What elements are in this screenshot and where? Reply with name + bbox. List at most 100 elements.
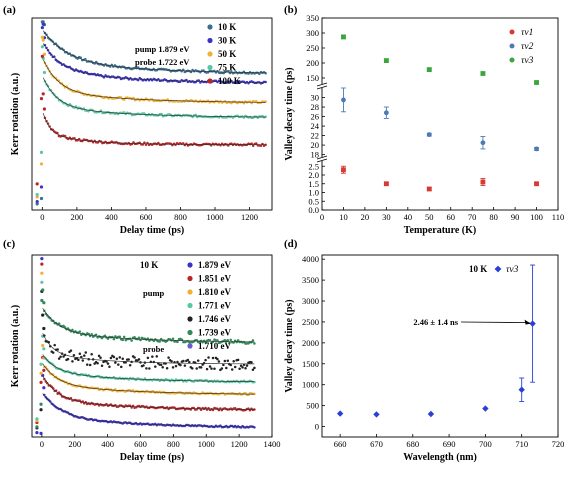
trace-point xyxy=(42,52,47,56)
trace-point xyxy=(83,354,86,357)
trace-point xyxy=(259,144,263,148)
trace-point xyxy=(39,97,44,101)
trace-point xyxy=(166,98,169,101)
trace-point xyxy=(35,199,39,204)
trace-point xyxy=(118,335,122,339)
trace-point xyxy=(194,113,197,117)
trace-point xyxy=(213,367,216,371)
legend-marker xyxy=(207,37,213,44)
chart-panel-c-plot-frame xyxy=(31,254,273,438)
trace-point xyxy=(137,358,141,361)
annotation-arrow-line xyxy=(460,321,530,324)
y-tick-label: 0.5 xyxy=(308,196,319,206)
trace-point xyxy=(136,78,140,82)
chart-panel-a-plot-frame xyxy=(31,17,273,211)
y-tick-label: 200 xyxy=(306,58,319,68)
legend-marker xyxy=(207,24,213,30)
trace-point xyxy=(90,333,93,336)
trace-point xyxy=(105,360,108,363)
axis-break-mask xyxy=(318,157,326,161)
trace-point xyxy=(178,80,182,84)
trace-point xyxy=(51,363,55,366)
y-tick-label: 24 xyxy=(311,121,320,131)
trace-point xyxy=(42,347,46,351)
chart-panel-a-x-tick-label: 400 xyxy=(105,212,118,222)
legend-label: 50 K xyxy=(218,49,236,59)
trace-point xyxy=(35,195,39,199)
trace-point xyxy=(90,352,93,356)
y-tick-label: 150 xyxy=(306,73,319,83)
trace-point xyxy=(42,107,47,111)
axis-break-mark xyxy=(316,158,328,163)
trace-point xyxy=(241,366,244,369)
trace-point xyxy=(255,142,258,145)
trace-point xyxy=(122,335,126,339)
trace-point xyxy=(207,356,210,359)
chart-panel-b-x-tick-label: 60 xyxy=(446,212,455,222)
trace-point xyxy=(42,368,46,372)
legend-marker xyxy=(494,265,502,273)
legend: 1.879 eV 1.851 eV 1.810 eV 1.771 eV 1.746 eV… xyxy=(187,260,231,351)
trace-point xyxy=(251,144,255,147)
trace-point xyxy=(208,365,212,368)
trace-point xyxy=(71,328,74,332)
legend-label: 100 K xyxy=(218,76,241,86)
trace-point xyxy=(84,351,88,354)
trace-point xyxy=(236,358,240,362)
panel-label-d: (d) xyxy=(284,238,298,250)
trace-point xyxy=(53,343,56,347)
trace-point xyxy=(44,380,48,383)
legend-label: τv2 xyxy=(521,42,534,52)
trace-point xyxy=(216,357,219,361)
trace-point xyxy=(204,341,207,344)
legend-marker xyxy=(509,29,515,35)
y-tick-label: 300 xyxy=(306,28,319,38)
data-point xyxy=(427,410,435,418)
chart-panel-d-plot-frame xyxy=(321,254,559,438)
data-point xyxy=(336,410,344,417)
trace-point xyxy=(183,364,187,367)
annotation-pump: pump 1.879 eV xyxy=(135,44,190,54)
trace-point xyxy=(39,150,44,154)
trace-point xyxy=(204,358,207,362)
chart-panel-b-x-tick-label: 10 xyxy=(339,212,348,222)
y-tick-label: 250 xyxy=(306,43,319,53)
y-tick-label: 28 xyxy=(311,102,320,112)
trace-point xyxy=(174,364,178,368)
trace-point xyxy=(230,368,234,371)
chart-panel-d-x-tick-label: 690 xyxy=(443,439,456,449)
fit-line xyxy=(42,43,266,83)
trace-point xyxy=(188,360,191,364)
trace-point xyxy=(170,359,173,363)
trace-point xyxy=(35,431,39,435)
data-point xyxy=(480,179,486,185)
annotation-probe: probe 1.722 eV xyxy=(135,57,190,67)
data-point xyxy=(534,146,539,152)
data-point xyxy=(518,386,525,393)
trace-point xyxy=(228,341,231,345)
trace-point xyxy=(242,101,246,105)
chart-panel-d-x-tick-label: 680 xyxy=(406,439,419,449)
data-point xyxy=(482,405,489,412)
trace-point xyxy=(225,366,228,370)
y-tick-label: 20 xyxy=(311,140,320,150)
chart-panel-b-x-tick-label: 100 xyxy=(530,212,543,222)
legend-label: τv1 xyxy=(521,28,533,38)
chart-panel-b-x-tick-label: 0 xyxy=(320,212,324,222)
data-point xyxy=(480,140,486,146)
trace-point xyxy=(159,363,163,366)
axis-break-mark xyxy=(316,82,328,87)
trace-point xyxy=(51,373,55,377)
y-tick-label: 18 xyxy=(311,150,320,160)
chart-panel-a-y-axis-label: Kerr rotation (a.u.) xyxy=(10,73,21,155)
trace-point xyxy=(151,355,154,358)
trace-point xyxy=(103,334,107,338)
trace-point xyxy=(97,354,101,358)
legend-label: τv3 xyxy=(506,265,519,275)
trace-point xyxy=(109,356,113,360)
y-tick-label: 0 xyxy=(315,422,319,432)
trace-point xyxy=(245,364,249,367)
trace-point xyxy=(77,358,80,362)
trace-point xyxy=(112,337,116,341)
legend-label: 30 K xyxy=(218,36,236,46)
